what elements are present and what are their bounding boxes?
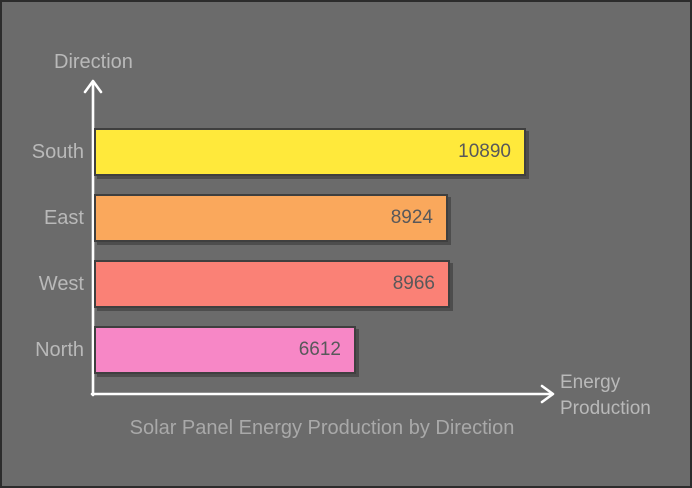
bar-value-label: 6612	[298, 339, 341, 360]
bar-value-label: 8966	[392, 273, 435, 294]
category-label-west: West	[38, 272, 84, 295]
bar-value-label: 8924	[390, 207, 433, 228]
bar-value-label: 10890	[458, 141, 511, 162]
x-axis-arrowhead	[540, 384, 555, 404]
category-label-south: South	[31, 140, 84, 163]
bar-west: 8966	[94, 260, 450, 308]
bar-east: 8924	[94, 194, 448, 242]
chart-title: Solar Panel Energy Production by Directi…	[129, 417, 515, 439]
bar-north: 6612	[94, 326, 356, 374]
category-label-east: East	[43, 206, 84, 229]
x-axis-title: Energy Production	[560, 372, 651, 419]
y-axis-arrowhead	[83, 79, 103, 94]
bar-south: 10890	[94, 128, 526, 176]
y-axis-title: Direction	[54, 51, 133, 73]
category-label-north: North	[35, 338, 84, 361]
